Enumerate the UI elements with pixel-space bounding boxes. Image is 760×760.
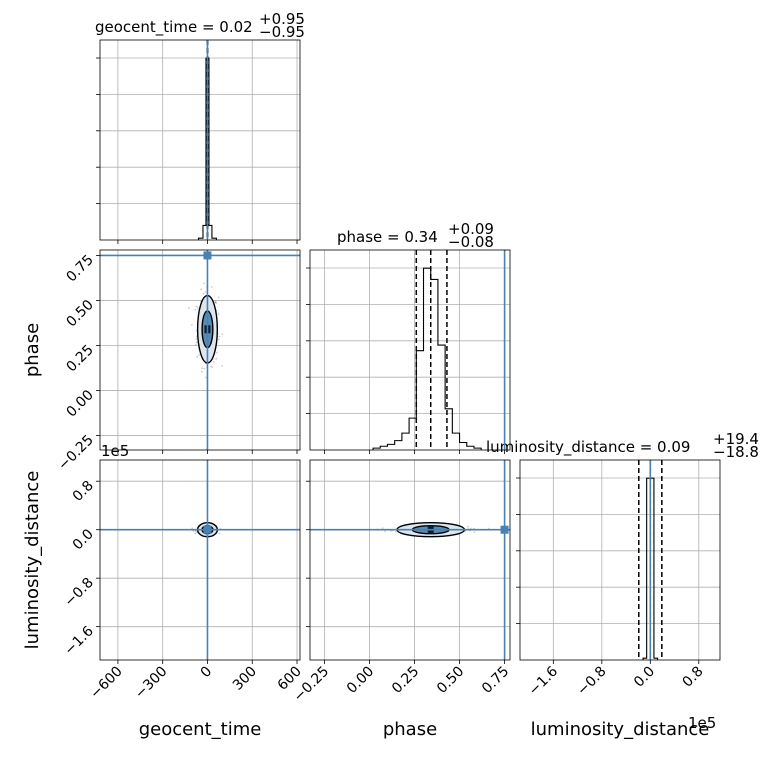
sample-point [192,530,195,532]
panel-frame [99,459,301,661]
panel-luminosity-distance-vs-geocent-time: −600 −300 0 300 600−1.6−0.80.00.8 [61,459,305,703]
title-luminosity-distance: luminosity_distance = 0.09 [486,438,690,457]
sample-point [194,343,197,346]
sample-point [195,341,198,344]
panel-geocent-time-vs-geocent-time [96,39,301,244]
panel-frame [99,39,301,241]
title-phase-sup: +0.09 [448,220,494,238]
sample-point [218,532,221,535]
tick-label-luminosity-distance: −1.6 [61,623,96,658]
panel-frame [519,459,721,661]
sample-point [381,527,384,530]
sample-point [218,335,221,338]
sample-point [195,338,198,340]
sample-point [217,296,220,299]
title-luminosity-distance-sup: +19.47 [713,430,760,448]
tick-label-luminosity-distance: 0.8 [680,664,707,691]
sample-point [221,364,223,367]
sample-point [196,306,199,309]
title-geocent-time: geocent_time = 0.02 [95,18,253,37]
sample-point [394,530,397,533]
sample-point [204,291,207,293]
xlabel-geocent-time: geocent_time [139,719,262,740]
sample-point [201,367,203,370]
tick-label-luminosity-distance: 0.0 [70,526,97,553]
panel-frame [309,249,511,451]
sample-point [195,305,198,308]
truth-marker [500,525,509,534]
title-geocent-time-sub: −0.95 [259,23,305,41]
tick-label-phase: 0.50 [63,297,96,330]
ylabel-luminosity-distance: luminosity_distance [22,471,43,650]
sample-point [384,530,387,533]
sample-point [466,525,469,528]
tick-label-phase: 0.75 [479,664,512,697]
tick-label-phase: 0.25 [389,664,422,697]
panel-frame [99,249,301,451]
tick-label-geocent-time: −300 [132,664,171,703]
sample-point [203,367,206,370]
tick-label-luminosity-distance: −0.8 [574,664,609,699]
sample-point [211,366,214,369]
tick-label-phase: 0.00 [63,387,96,420]
panel-phase-vs-phase [306,249,511,454]
sample-point [215,351,218,354]
tick-label-luminosity-distance: −0.8 [61,575,96,610]
title-phase: phase = 0.34 [337,228,438,246]
panel-luminosity-distance-vs-luminosity-distance: −1.6 −0.8 0.0 0.8 [516,459,721,699]
title-geocent-time-sup: +0.95 [259,10,305,28]
sample-point [202,292,205,295]
sample-point [212,361,215,363]
tick-label-luminosity-distance: 0.8 [70,478,97,505]
tick-label-phase: 0.75 [63,252,96,285]
sample-point [214,300,217,303]
sample-point [198,354,200,356]
truth-marker [203,525,212,534]
ylabel-phase: phase [22,323,43,377]
panel-phase-vs-geocent-time: −0.25 0.00 0.25 0.50 0.75 [55,249,301,474]
sample-point [215,357,218,360]
tick-label-geocent-time: −600 [87,664,126,703]
sample-point [221,333,224,336]
panel-luminosity-distance-vs-phase: −0.25 0.00 0.25 0.50 0.75 [291,459,512,705]
sample-point [473,531,476,534]
title-luminosity-distance-sub: −18.83 [713,443,760,461]
sample-point [217,313,220,316]
sample-point [204,376,207,379]
offset-text-x: 1e5 [688,714,716,732]
tick-label-phase: −0.25 [55,432,97,474]
sample-point [196,355,199,358]
sample-point [200,288,203,291]
xlabel-phase: phase [383,719,437,740]
sample-point [195,531,198,534]
truth-marker [203,251,212,260]
sample-point [191,323,193,326]
tick-label-phase: 0.25 [63,342,96,375]
tick-label-phase: 0.50 [434,664,467,697]
histogram-phase [372,267,482,450]
sample-point [187,307,190,309]
sample-point [191,527,194,530]
tick-label-geocent-time: 0 [198,664,216,682]
sample-point [210,285,213,288]
sample-point [217,338,220,341]
tick-label-luminosity-distance: 0.0 [631,664,658,691]
sample-point [203,282,205,285]
sample-point [194,308,197,311]
offset-text-y: 1e5 [101,442,129,460]
title-phase-sub: −0.08 [448,233,494,251]
sample-point [201,370,203,373]
tick-label-geocent-time: 300 [230,664,260,694]
sample-point [194,532,197,535]
panel-frame [309,459,511,661]
xlabel-luminosity-distance: luminosity_distance [531,719,710,740]
tick-label-luminosity-distance: −1.6 [526,663,561,698]
tick-label-phase: 0.00 [344,664,377,697]
